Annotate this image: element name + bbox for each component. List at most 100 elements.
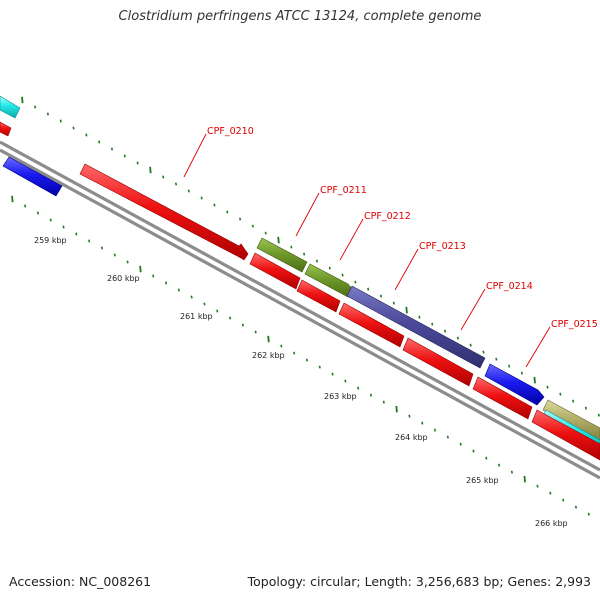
inner-row-tick <box>485 456 488 460</box>
outer-row-tick <box>187 189 190 193</box>
gene-features <box>0 95 600 461</box>
inner-row-tick <box>498 463 501 467</box>
inner-row-tick <box>203 302 206 306</box>
inner-row-tick <box>139 265 142 273</box>
inner-row-tick <box>254 330 257 334</box>
outer-row-tick <box>559 392 562 396</box>
kbp-label-259: 259 kbp <box>34 236 67 245</box>
gene-callouts <box>183 133 551 368</box>
inner-row-tick <box>88 239 91 243</box>
inner-row-tick <box>344 379 347 383</box>
outer-row-tick <box>584 406 588 410</box>
inner-row-tick <box>395 405 398 413</box>
genome-backbone-inner <box>0 148 600 480</box>
coordinate-ticks <box>11 96 600 516</box>
outer-row-tick <box>123 154 126 158</box>
gene-label-0214[interactable]: CPF_0214 <box>486 281 533 292</box>
inner-row-tick <box>267 335 270 343</box>
outer-row-tick <box>303 252 306 256</box>
gene-red-rev-1[interactable] <box>249 252 301 290</box>
callout-line-0214 <box>460 288 486 331</box>
gene-label-0212[interactable]: CPF_0212 <box>364 211 411 222</box>
inner-row-tick <box>241 323 244 327</box>
outer-row-tick <box>200 196 203 200</box>
inner-row-tick <box>408 414 411 418</box>
outer-row-tick <box>354 280 357 284</box>
outer-row-tick <box>597 413 600 417</box>
outer-row-tick <box>251 224 254 228</box>
outer-row-tick <box>72 126 75 130</box>
outer-row-tick <box>46 112 49 116</box>
outer-row-tick <box>443 329 447 333</box>
gene-labels: CPF_0210 CPF_0211 CPF_0212 CPF_0213 CPF_… <box>207 126 598 330</box>
inner-row-tick <box>536 484 539 488</box>
outer-row-tick <box>431 322 434 326</box>
gene-cpf-0211[interactable] <box>256 237 308 273</box>
kbp-label-260: 260 kbp <box>107 274 140 283</box>
kbp-label-265: 265 kbp <box>466 476 499 485</box>
outer-row-tick <box>533 376 536 384</box>
inner-row-tick <box>152 274 155 278</box>
inner-row-tick <box>36 211 39 215</box>
gene-label-0210[interactable]: CPF_0210 <box>207 126 254 137</box>
inner-row-tick <box>523 475 526 483</box>
kbp-label-261: 261 kbp <box>180 312 213 321</box>
gene-cyan-left-fwd[interactable] <box>0 95 21 119</box>
kbp-label-264: 264 kbp <box>395 433 428 442</box>
gene-red-rev-5[interactable] <box>472 376 533 420</box>
gene-label-0215[interactable]: CPF_0215 <box>551 319 598 330</box>
inner-row-tick <box>318 365 321 369</box>
callout-line-0213 <box>394 248 419 291</box>
inner-row-tick <box>562 498 565 502</box>
gene-cpf-0213[interactable] <box>346 285 486 369</box>
inner-row-tick <box>11 195 14 203</box>
outer-row-tick <box>59 119 62 123</box>
inner-row-tick <box>49 218 52 222</box>
inner-row-tick <box>421 421 424 425</box>
gene-cpf-0214[interactable] <box>484 363 545 406</box>
kbp-label-262: 262 kbp <box>252 351 285 360</box>
outer-row-tick <box>469 343 472 347</box>
inner-row-tick <box>510 470 513 474</box>
outer-row-tick <box>482 350 485 354</box>
kbp-label-266: 266 kbp <box>535 519 568 528</box>
gene-cpf-0210[interactable] <box>79 163 249 261</box>
outer-row-tick <box>98 140 101 144</box>
inner-row-tick <box>446 435 449 439</box>
inner-row-tick <box>305 358 309 362</box>
inner-row-tick <box>164 281 168 285</box>
gene-red-rev-4[interactable] <box>402 337 474 387</box>
outer-row-tick <box>456 336 459 340</box>
outer-row-tick <box>277 236 280 244</box>
kbp-labels: 259 kbp 260 kbp 261 kbp 262 kbp 263 kbp … <box>34 236 568 528</box>
outer-row-tick <box>508 364 511 368</box>
map-title: Clostridium perfringens ATCC 13124, comp… <box>118 9 482 24</box>
outer-row-tick <box>290 245 293 249</box>
genome-backbone-outer <box>0 140 600 472</box>
outer-row-tick <box>418 315 421 319</box>
gene-red-left-fwd[interactable] <box>0 121 12 137</box>
gene-label-0213[interactable]: CPF_0213 <box>419 241 466 252</box>
outer-row-tick <box>239 217 242 221</box>
gene-label-0211[interactable]: CPF_0211 <box>320 185 367 196</box>
outer-row-tick <box>392 301 395 305</box>
outer-row-tick <box>379 294 383 298</box>
gene-red-rev-3[interactable] <box>338 302 405 348</box>
inner-row-tick <box>549 491 552 495</box>
callout-line-0211 <box>295 192 320 237</box>
gene-blue-left-rev[interactable] <box>2 156 63 197</box>
inner-row-tick <box>75 232 78 236</box>
inner-row-tick <box>113 253 116 257</box>
gene-red-rev-6[interactable] <box>531 409 600 461</box>
outer-row-tick <box>213 203 216 207</box>
outer-row-tick <box>405 306 408 314</box>
inner-row-tick <box>472 449 475 453</box>
genome-summary-text: Topology: circular; Length: 3,256,683 bp… <box>247 574 591 589</box>
outer-row-tick <box>149 166 152 174</box>
outer-row-tick <box>21 96 24 104</box>
gene-red-rev-2[interactable] <box>296 279 341 313</box>
gene-cpf-0215[interactable] <box>542 399 600 441</box>
outer-row-tick <box>315 259 319 263</box>
inner-row-tick <box>229 316 232 320</box>
